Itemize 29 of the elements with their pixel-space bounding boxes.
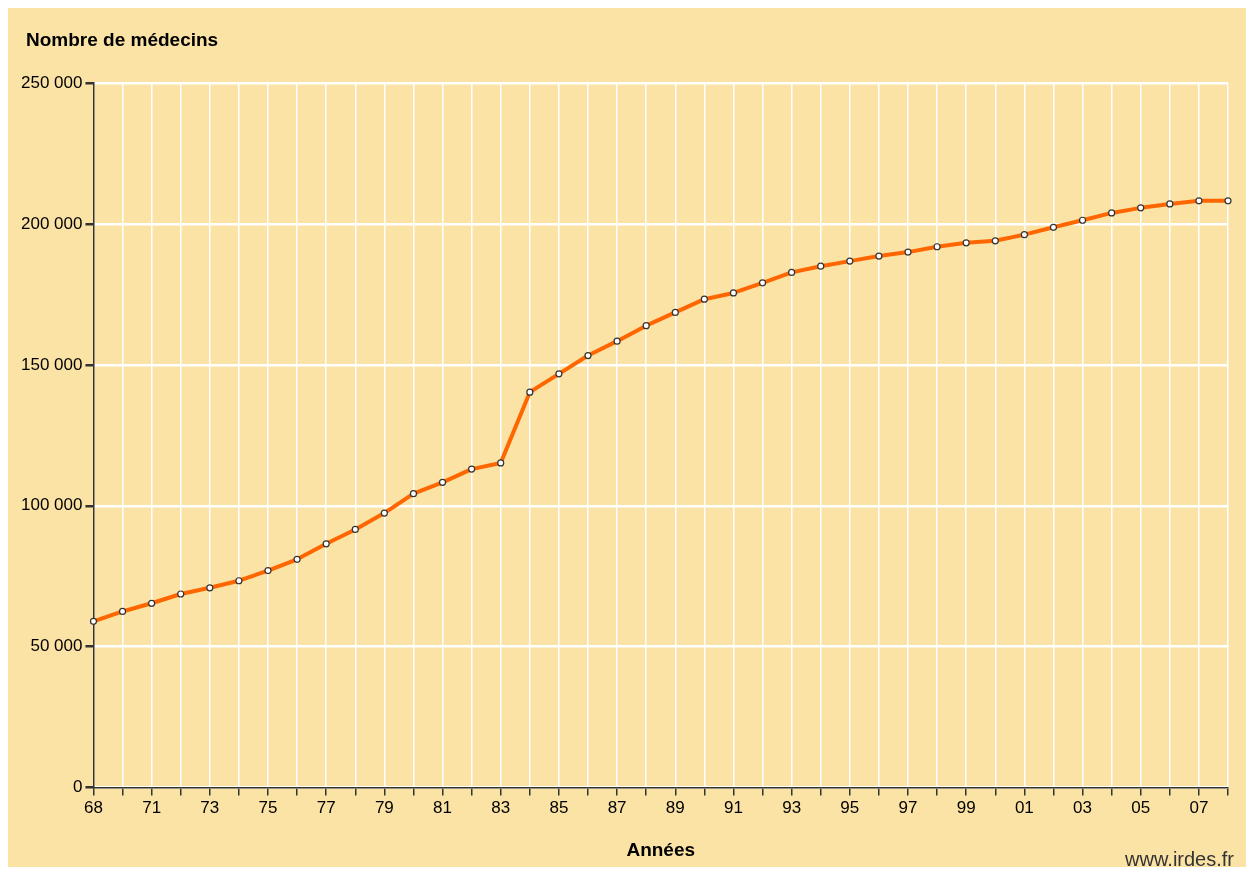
x-tick-label: 97: [898, 798, 918, 818]
x-tick-label: 95: [840, 798, 860, 818]
x-tick-label: 01: [1014, 798, 1034, 818]
y-tick-label: 0: [72, 777, 83, 797]
x-tick-label: 73: [200, 798, 220, 818]
x-tick-label: 85: [549, 798, 569, 818]
x-tick-label: 77: [316, 798, 336, 818]
y-tick-label: 250 000: [21, 72, 83, 92]
y-axis-title: Nombre de médecins: [26, 29, 219, 51]
x-tick-label: 79: [374, 798, 394, 818]
y-tick-label: 150 000: [21, 354, 83, 374]
x-tick-label: 07: [1189, 798, 1209, 818]
y-tick-label: 100 000: [21, 495, 83, 515]
x-tick-label: 05: [1131, 798, 1151, 818]
x-tick-label: 68: [83, 798, 103, 818]
x-tick-label: 03: [1073, 798, 1093, 818]
x-tick-label: 75: [258, 798, 278, 818]
x-tick-label: 71: [142, 798, 162, 818]
text: www.irdes.fr: [1124, 847, 1235, 870]
y-tick-label: 200 000: [21, 213, 83, 233]
x-tick-label: 81: [433, 798, 452, 818]
x-tick-label: 87: [607, 798, 627, 818]
x-tick-label: 99: [956, 798, 976, 818]
x-tick-label: 91: [723, 798, 743, 818]
x-tick-label: 89: [665, 798, 685, 818]
x-tick-label: 93: [782, 798, 802, 818]
x-axis-title: Années: [626, 839, 696, 861]
y-tick-label: 50 000: [30, 636, 83, 656]
x-tick-label: 83: [491, 798, 511, 818]
